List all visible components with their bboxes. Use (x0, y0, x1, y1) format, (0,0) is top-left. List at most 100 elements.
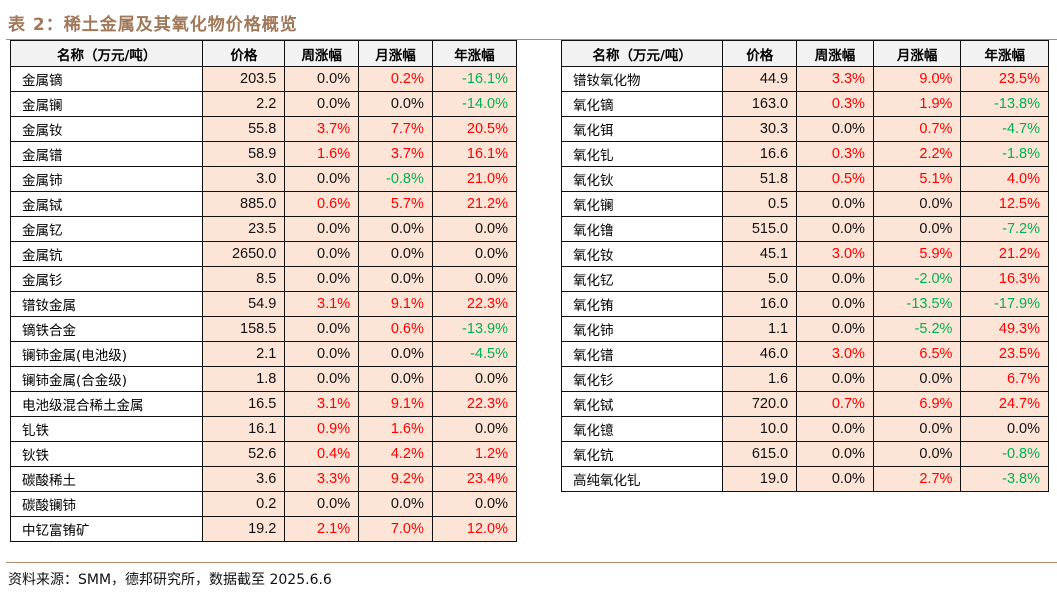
cell-yearly-change: 0.0% (431, 491, 518, 517)
cell-monthly-change: 0.0% (358, 266, 433, 292)
cell-monthly-change: -13.5% (872, 291, 962, 317)
cell-price: 5.0 (722, 266, 798, 292)
cell-monthly-change: 5.7% (358, 191, 433, 217)
cell-name: 电池级混合稀土金属 (9, 391, 204, 417)
cell-weekly-change: 0.0% (796, 466, 874, 492)
table-row: 氧化镝 163.0 0.3% 1.9% -13.8% (560, 91, 1049, 117)
table-row: 氧化镨 46.0 3.0% 6.5% 23.5% (560, 341, 1049, 367)
cell-price: 885.0 (202, 191, 286, 217)
table-row: 氧化钐 1.6 0.0% 0.0% 6.7% (560, 366, 1049, 392)
header-row: 名称（万元/吨） 价格 周涨幅 月涨幅 年涨幅 (560, 40, 1049, 67)
cell-name: 钆铁 (9, 416, 204, 442)
cell-name: 氧化铒 (560, 116, 724, 142)
cell-yearly-change: 0.0% (431, 416, 518, 442)
cell-weekly-change: 0.9% (284, 416, 360, 442)
cell-price: 1.6 (722, 366, 798, 392)
cell-monthly-change: 0.0% (358, 241, 433, 267)
table-row: 氧化铽 720.0 0.7% 6.9% 24.7% (560, 391, 1049, 417)
cell-monthly-change: 0.0% (872, 441, 962, 467)
cell-weekly-change: 0.0% (284, 366, 360, 392)
cell-price: 203.5 (202, 66, 286, 92)
cell-weekly-change: 2.1% (284, 516, 360, 542)
cell-monthly-change: 0.0% (358, 491, 433, 517)
cell-price: 16.0 (722, 291, 798, 317)
cell-name: 高纯氧化钆 (560, 466, 724, 492)
header-yearly-change: 年涨幅 (431, 40, 518, 67)
cell-monthly-change: 5.1% (872, 166, 962, 192)
table-row: 氧化铈 1.1 0.0% -5.2% 49.3% (560, 316, 1049, 342)
table-row: 金属钐 8.5 0.0% 0.0% 0.0% (9, 266, 518, 292)
cell-name: 氧化铈 (560, 316, 724, 342)
cell-monthly-change: 1.6% (358, 416, 433, 442)
cell-weekly-change: 0.0% (796, 441, 874, 467)
cell-monthly-change: 0.0% (358, 91, 433, 117)
header-yearly-change: 年涨幅 (960, 40, 1049, 67)
cell-name: 镨钕氧化物 (560, 66, 724, 92)
table-row: 金属镧 2.2 0.0% 0.0% -14.0% (9, 91, 518, 117)
cell-weekly-change: 0.0% (796, 266, 874, 292)
cell-monthly-change: 4.2% (358, 441, 433, 467)
cell-name: 金属钕 (9, 116, 204, 142)
cell-price: 720.0 (722, 391, 798, 417)
cell-yearly-change: 4.0% (960, 166, 1049, 192)
cell-name: 金属钇 (9, 216, 204, 242)
cell-name: 氧化钬 (560, 166, 724, 192)
cell-name: 氧化钐 (560, 366, 724, 392)
cell-monthly-change: 2.7% (872, 466, 962, 492)
cell-monthly-change: 7.0% (358, 516, 433, 542)
cell-weekly-change: 0.0% (284, 241, 360, 267)
table-row: 金属钪 2650.0 0.0% 0.0% 0.0% (9, 241, 518, 267)
cell-monthly-change: 2.2% (872, 141, 962, 167)
cell-name: 氧化钆 (560, 141, 724, 167)
cell-yearly-change: 16.1% (431, 141, 518, 167)
table-row: 金属铈 3.0 0.0% -0.8% 21.0% (9, 166, 518, 192)
cell-name: 氧化铽 (560, 391, 724, 417)
cell-monthly-change: 9.2% (358, 466, 433, 492)
cell-weekly-change: 0.7% (796, 391, 874, 417)
table-row: 金属铽 885.0 0.6% 5.7% 21.2% (9, 191, 518, 217)
cell-price: 10.0 (722, 416, 798, 442)
cell-monthly-change: 0.7% (872, 116, 962, 142)
cell-yearly-change: 0.0% (431, 266, 518, 292)
cell-weekly-change: 0.0% (284, 491, 360, 517)
cell-name: 氧化镧 (560, 191, 724, 217)
cell-monthly-change: 0.0% (358, 216, 433, 242)
cell-monthly-change: 7.7% (358, 116, 433, 142)
cell-name: 碳酸镧铈 (9, 491, 204, 517)
cell-name: 碳酸稀土 (9, 466, 204, 492)
table-row: 镨钕金属 54.9 3.1% 9.1% 22.3% (9, 291, 518, 317)
cell-yearly-change: -4.5% (431, 341, 518, 367)
cell-yearly-change: 24.7% (960, 391, 1049, 417)
table-row: 氧化铕 16.0 0.0% -13.5% -17.9% (560, 291, 1049, 317)
cell-weekly-change: 1.6% (284, 141, 360, 167)
cell-price: 30.3 (722, 116, 798, 142)
cell-weekly-change: 3.1% (284, 291, 360, 317)
cell-yearly-change: 16.3% (960, 266, 1049, 292)
cell-monthly-change: 0.0% (872, 191, 962, 217)
cell-weekly-change: 0.0% (796, 216, 874, 242)
cell-monthly-change: -0.8% (358, 166, 433, 192)
table-row: 镧铈金属(电池级) 2.1 0.0% 0.0% -4.5% (9, 341, 518, 367)
cell-monthly-change: 6.5% (872, 341, 962, 367)
cell-weekly-change: 0.0% (796, 116, 874, 142)
cell-yearly-change: -3.8% (960, 466, 1049, 492)
cell-price: 1.8 (202, 366, 286, 392)
table-row: 镧铈金属(合金级) 1.8 0.0% 0.0% 0.0% (9, 366, 518, 392)
cell-yearly-change: 21.0% (431, 166, 518, 192)
cell-yearly-change: 0.0% (431, 216, 518, 242)
top-rule (6, 39, 1057, 40)
cell-weekly-change: 0.0% (284, 216, 360, 242)
cell-price: 54.9 (202, 291, 286, 317)
cell-monthly-change: -5.2% (872, 316, 962, 342)
cell-yearly-change: -13.8% (960, 91, 1049, 117)
table-row: 氧化镱 10.0 0.0% 0.0% 0.0% (560, 416, 1049, 442)
cell-monthly-change: 0.0% (872, 216, 962, 242)
cell-weekly-change: 3.1% (284, 391, 360, 417)
cell-monthly-change: 0.2% (358, 66, 433, 92)
cell-yearly-change: 0.0% (431, 241, 518, 267)
cell-monthly-change: 1.9% (872, 91, 962, 117)
cell-weekly-change: 0.3% (796, 141, 874, 167)
cell-price: 2.1 (202, 341, 286, 367)
cell-weekly-change: 0.5% (796, 166, 874, 192)
cell-price: 8.5 (202, 266, 286, 292)
